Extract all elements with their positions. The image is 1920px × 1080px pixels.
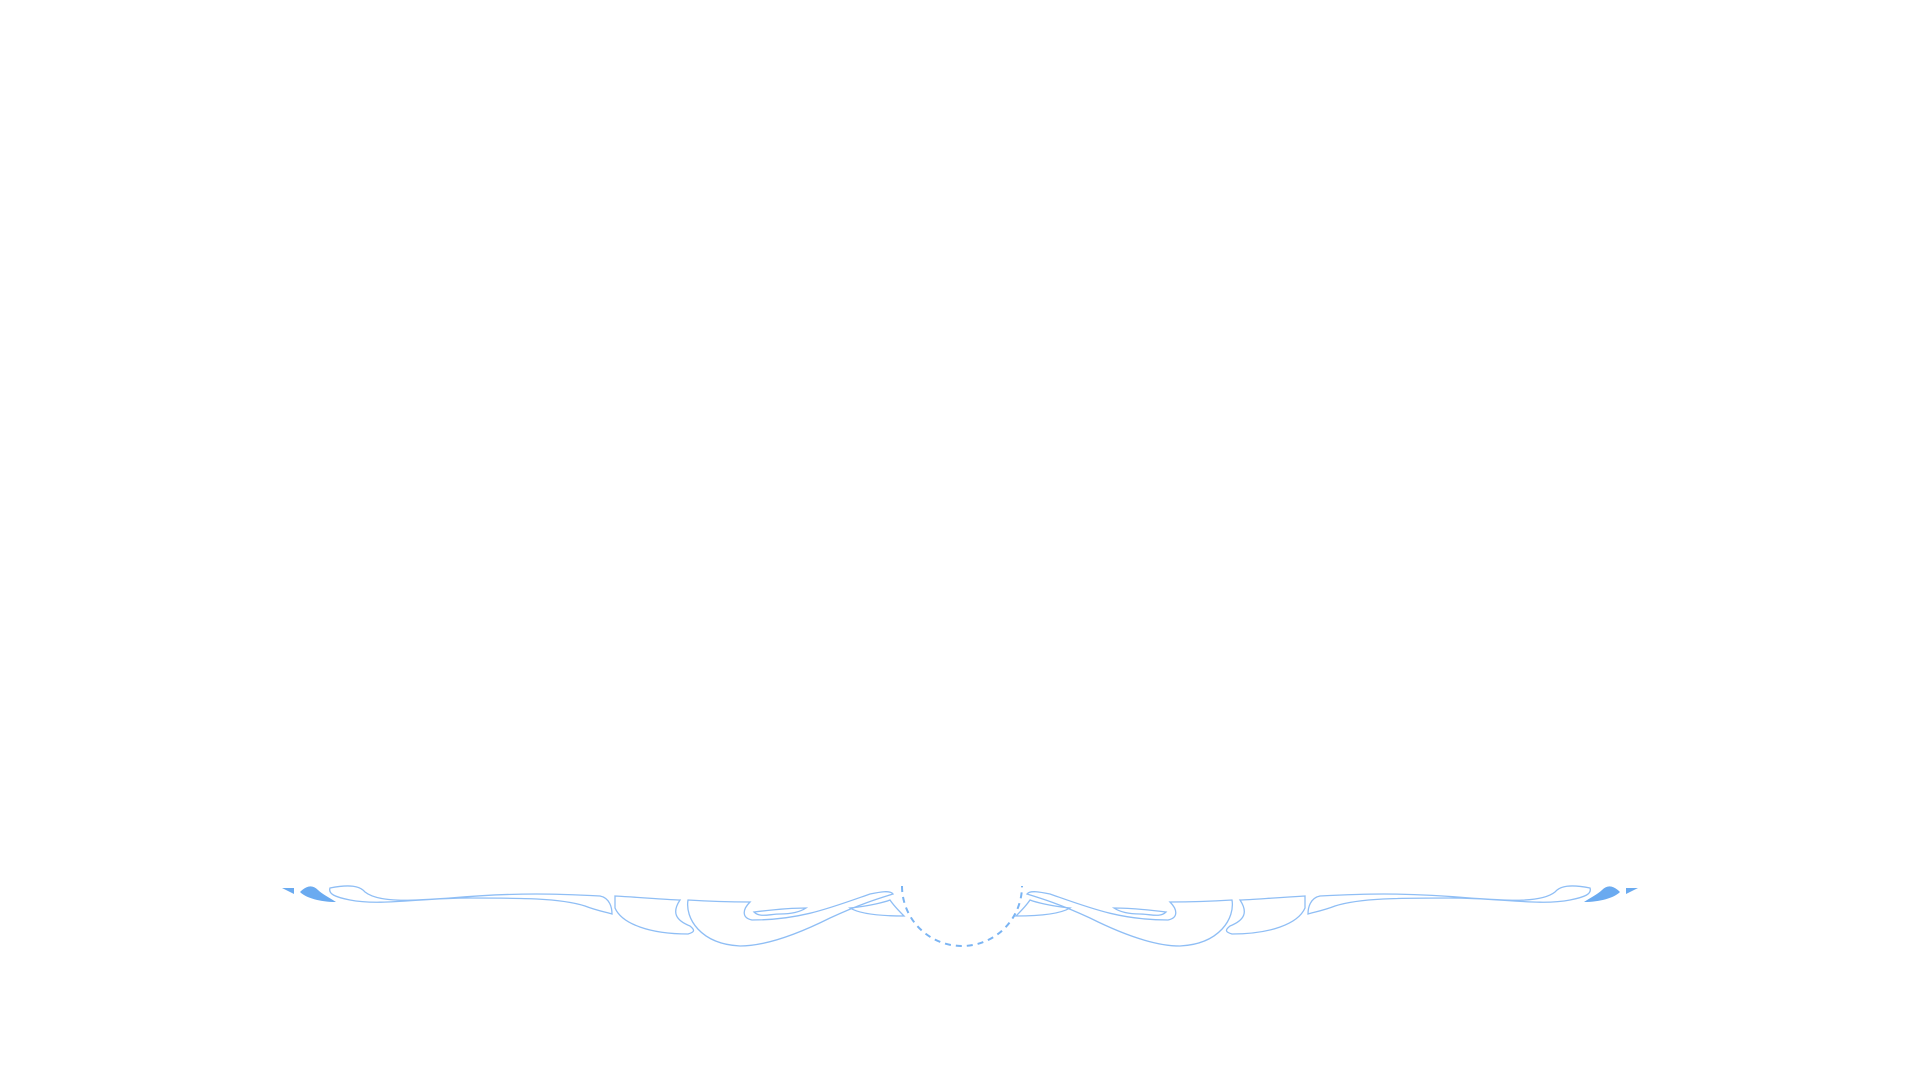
right-wing (1014, 899, 1073, 917)
left-cup-swash (614, 895, 695, 935)
right-long-swash (1307, 885, 1591, 915)
right-end-leaf (1584, 886, 1620, 902)
center-dashed-arc (901, 885, 1023, 947)
left-scroll-swash (686, 891, 895, 947)
right-inner-loop (1111, 907, 1168, 916)
left-wing (847, 899, 906, 917)
left-inner-loop (752, 907, 809, 916)
flourish-divider-icon (0, 860, 1920, 980)
right-scroll-swash (1025, 891, 1234, 947)
left-end-leaf (300, 886, 336, 902)
left-long-swash (329, 885, 613, 915)
right-end-dot (1626, 888, 1638, 894)
left-end-dot (282, 888, 294, 894)
right-cup-swash (1225, 895, 1306, 935)
